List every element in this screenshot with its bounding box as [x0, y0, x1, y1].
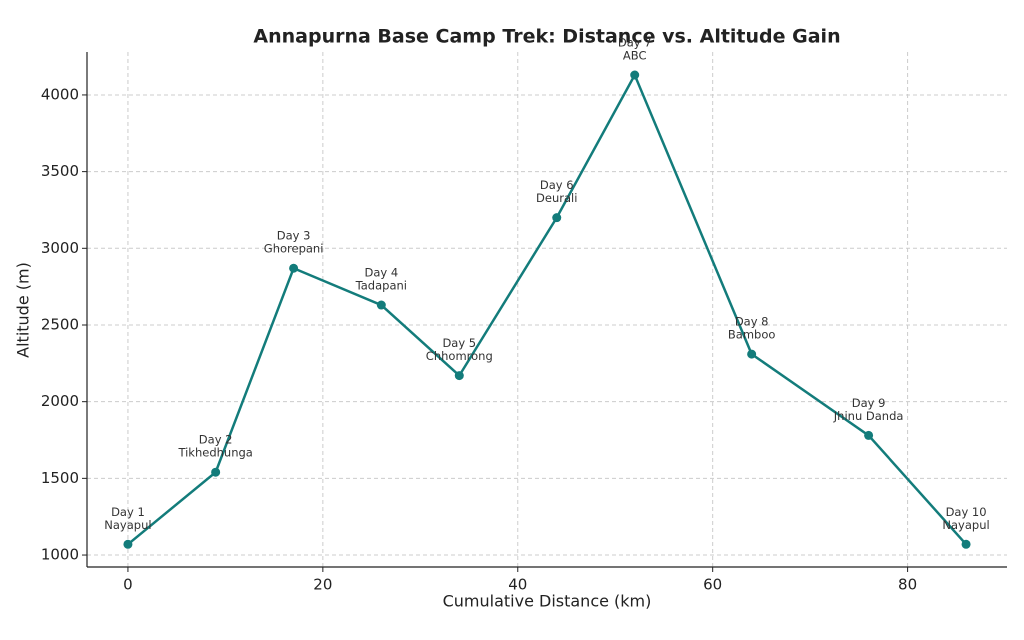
point-label: Day 8: [735, 315, 769, 329]
x-tick-label: 60: [703, 576, 722, 594]
x-tick-label: 0: [123, 576, 133, 594]
point: [747, 349, 757, 359]
point-label: Nayapul: [104, 518, 151, 532]
point-label: Bamboo: [728, 328, 776, 342]
point-label: Day 4: [364, 266, 398, 280]
point: [864, 430, 874, 440]
point-label: Day 5: [442, 336, 476, 350]
point-label: Day 1: [111, 505, 145, 519]
x-tick-label: 80: [898, 576, 917, 594]
x-tick-label: 20: [313, 576, 332, 594]
point-label: Ghorepani: [264, 242, 324, 256]
y-tick-label: 2500: [41, 315, 79, 333]
point-label: Tadapani: [355, 279, 407, 293]
y-axis-label: Altitude (m): [14, 262, 33, 358]
point: [630, 70, 640, 80]
point-label: Deurali: [536, 191, 577, 205]
point: [289, 263, 299, 273]
y-tick-label: 4000: [41, 85, 79, 103]
y-tick-label: 2000: [41, 392, 79, 410]
y-tick-label: 1500: [41, 469, 79, 487]
y-tick-label: 1000: [41, 546, 79, 564]
y-tick-label: 3500: [41, 162, 79, 180]
point: [961, 539, 971, 549]
point-label: Day 3: [277, 229, 311, 243]
point-label: Tikhedhunga: [177, 446, 252, 460]
point-label: ABC: [623, 49, 647, 63]
point: [376, 300, 386, 310]
point: [454, 371, 464, 381]
point-label: Jhinu Danda: [833, 409, 904, 423]
x-axis-label: Cumulative Distance (km): [443, 592, 652, 611]
point-label: Chhomrong: [426, 349, 493, 363]
point: [211, 467, 221, 477]
point: [552, 213, 562, 223]
chart-title: Annapurna Base Camp Trek: Distance vs. A…: [253, 26, 840, 48]
line: [127, 72, 967, 546]
x-tick-label: 40: [508, 576, 527, 594]
point-label: Day 2: [199, 433, 233, 447]
point-label: Day 10: [946, 505, 987, 519]
point-label: Nayapul: [942, 518, 989, 532]
point-label: Day 6: [540, 178, 574, 192]
point-label: Day 7: [618, 36, 652, 50]
point-label: Day 9: [852, 396, 886, 410]
y-tick-label: 3000: [41, 239, 79, 257]
point: [123, 539, 133, 549]
